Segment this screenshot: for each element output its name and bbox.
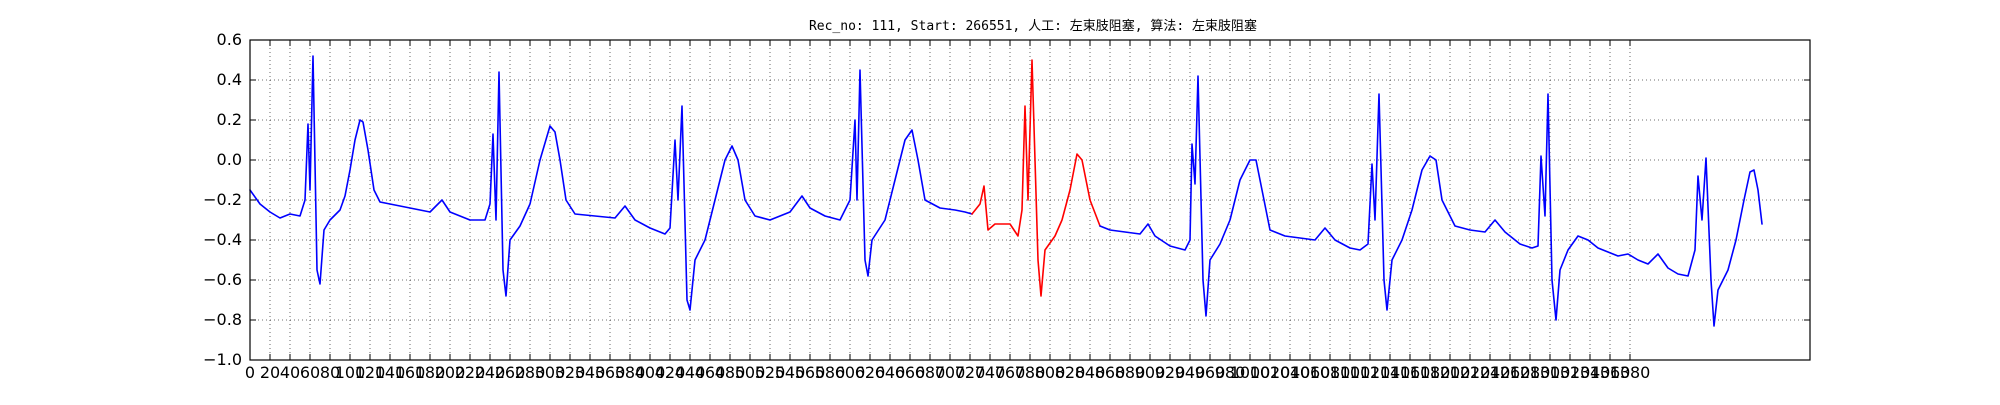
x-tick-label: 1340 <box>1570 363 1611 382</box>
x-tick-label: 940 <box>1175 363 1206 382</box>
x-tick-label: 1000 <box>1230 363 1271 382</box>
x-tick-label: 980 <box>1215 363 1246 382</box>
ecg-trace-segment <box>1099 75 1763 327</box>
x-tick-label: 1300 <box>1530 363 1571 382</box>
x-tick-label: 0 <box>245 363 255 382</box>
x-tick-label: 420 <box>655 363 686 382</box>
x-tick-label: 520 <box>755 363 786 382</box>
x-tick-label: 920 <box>1155 363 1186 382</box>
x-tick-label: 780 <box>1015 363 1046 382</box>
y-tick-label: −1.0 <box>203 350 242 369</box>
x-tick-label: 820 <box>1055 363 1086 382</box>
x-tick-label: 40 <box>280 363 300 382</box>
x-tick-label: 880 <box>1115 363 1146 382</box>
x-tick-label: 1100 <box>1330 363 1371 382</box>
x-tick-label: 1240 <box>1470 363 1511 382</box>
x-tick-label: 680 <box>915 363 946 382</box>
x-tick-label: 340 <box>575 363 606 382</box>
x-tick-label: 1140 <box>1370 363 1411 382</box>
x-tick-label: 100 <box>335 363 366 382</box>
y-tick-label: −0.2 <box>203 190 242 209</box>
x-tick-label: 960 <box>1195 363 1226 382</box>
x-tick-label: 1360 <box>1590 363 1631 382</box>
x-tick-label: 1200 <box>1430 363 1471 382</box>
x-tick-label: 1060 <box>1290 363 1331 382</box>
x-tick-label: 320 <box>555 363 586 382</box>
ecg-trace-segment <box>249 55 973 311</box>
chart-title: Rec_no: 111, Start: 266551, 人工: 左束肢阻塞, 算… <box>809 18 1257 34</box>
y-tick-label: −0.4 <box>203 230 242 249</box>
x-tick-label: 500 <box>735 363 766 382</box>
x-tick-label: 620 <box>855 363 886 382</box>
tick-layer: 0.60.40.20.0−0.2−0.4−0.6−0.8−1.00 20 40 60 8… <box>203 30 1810 382</box>
x-tick-label: 700 <box>935 363 966 382</box>
x-tick-label: 580 <box>815 363 846 382</box>
x-tick-label: 300 <box>535 363 566 382</box>
x-tick-label: 800 <box>1035 363 1066 382</box>
x-tick-label: 740 <box>975 363 1006 382</box>
x-tick-label: 400 <box>635 363 666 382</box>
series-layer <box>249 55 1763 327</box>
x-tick-label: 60 <box>300 363 320 382</box>
x-tick-label: 600 <box>835 363 866 382</box>
x-tick-label: 260 <box>495 363 526 382</box>
x-tick-label: 1260 <box>1490 363 1531 382</box>
x-tick-label: 460 <box>695 363 726 382</box>
y-tick-label: −0.6 <box>203 270 242 289</box>
y-tick-label: 0.6 <box>217 30 242 49</box>
x-tick-label: 380 <box>615 363 646 382</box>
x-tick-label: 840 <box>1075 363 1106 382</box>
x-tick-label: 140 <box>375 363 406 382</box>
x-tick-label: 1120 <box>1350 363 1391 382</box>
x-tick-label: 1180 <box>1410 363 1451 382</box>
x-tick-label: 1280 <box>1510 363 1551 382</box>
x-tick-label: 120 <box>355 363 386 382</box>
grid-layer <box>249 39 1810 361</box>
x-tick-label: 720 <box>955 363 986 382</box>
x-tick-label: 220 <box>455 363 486 382</box>
x-tick-label: 1040 <box>1270 363 1311 382</box>
x-tick-label: 480 <box>715 363 746 382</box>
x-tick-label: 760 <box>995 363 1026 382</box>
x-tick-label: 240 <box>475 363 506 382</box>
x-tick-label: 1020 <box>1250 363 1291 382</box>
x-tick-label: 860 <box>1095 363 1126 382</box>
x-tick-label: 1080 <box>1310 363 1351 382</box>
x-tick-label: 20 <box>260 363 280 382</box>
x-tick-label: 660 <box>895 363 926 382</box>
x-tick-label: 900 <box>1135 363 1166 382</box>
x-tick-label: 200 <box>435 363 466 382</box>
x-tick-label: 1160 <box>1390 363 1431 382</box>
y-tick-label: 0.0 <box>217 150 242 169</box>
x-tick-label: 560 <box>795 363 826 382</box>
ecg-highlight-segment <box>971 59 1101 297</box>
x-tick-label: 1320 <box>1550 363 1591 382</box>
x-tick-label: 180 <box>415 363 446 382</box>
x-tick-label: 80 <box>320 363 340 382</box>
x-tick-label: 280 <box>515 363 546 382</box>
x-tick-label: 1380 <box>1610 363 1651 382</box>
x-tick-label: 160 <box>395 363 426 382</box>
x-tick-label: 540 <box>775 363 806 382</box>
y-tick-label: −0.8 <box>203 310 242 329</box>
y-tick-label: 0.4 <box>217 70 242 89</box>
x-tick-label: 360 <box>595 363 626 382</box>
x-tick-label: 440 <box>675 363 706 382</box>
x-tick-label: 1220 <box>1450 363 1491 382</box>
y-tick-label: 0.2 <box>217 110 242 129</box>
x-tick-label: 640 <box>875 363 906 382</box>
